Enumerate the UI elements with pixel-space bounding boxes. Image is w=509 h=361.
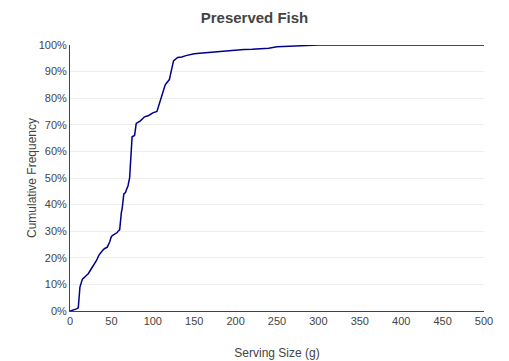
svg-text:30%: 30% (45, 225, 67, 237)
svg-text:300: 300 (309, 315, 327, 327)
svg-text:250: 250 (268, 315, 286, 327)
svg-text:80%: 80% (45, 92, 67, 104)
svg-text:70%: 70% (45, 119, 67, 131)
svg-text:Cumulative Frequency: Cumulative Frequency (25, 118, 39, 238)
svg-text:100: 100 (144, 315, 162, 327)
svg-text:Preserved Fish: Preserved Fish (201, 9, 309, 26)
svg-text:40%: 40% (45, 198, 67, 210)
svg-text:500: 500 (475, 315, 493, 327)
svg-text:150: 150 (185, 315, 203, 327)
svg-text:Serving Size (g): Serving Size (g) (234, 346, 319, 360)
svg-text:100%: 100% (39, 39, 67, 51)
svg-text:450: 450 (433, 315, 451, 327)
svg-text:200: 200 (226, 315, 244, 327)
svg-text:90%: 90% (45, 65, 67, 77)
svg-text:0: 0 (67, 315, 73, 327)
svg-text:10%: 10% (45, 278, 67, 290)
svg-text:50: 50 (105, 315, 117, 327)
svg-text:20%: 20% (45, 252, 67, 264)
svg-text:350: 350 (351, 315, 369, 327)
svg-text:0%: 0% (51, 305, 67, 317)
svg-text:50%: 50% (45, 172, 67, 184)
svg-text:60%: 60% (45, 145, 67, 157)
svg-text:400: 400 (392, 315, 410, 327)
